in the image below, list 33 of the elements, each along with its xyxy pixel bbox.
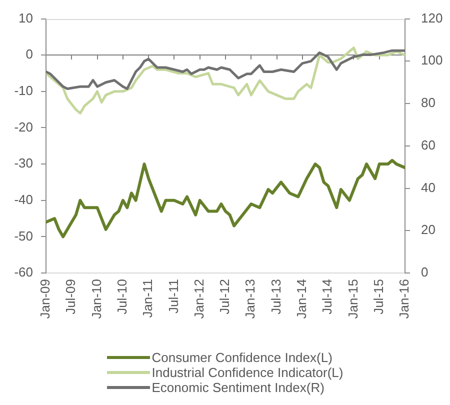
x-tick-label: Jan-11 — [140, 279, 156, 318]
x-tick-label: Jul-15 — [370, 279, 386, 314]
x-tick-label: Jul-09 — [63, 279, 78, 314]
y2-tick-label: 0 — [421, 264, 428, 280]
y2-tick-label: 20 — [421, 222, 436, 238]
y-tick-label: -20 — [14, 119, 33, 134]
y-tick-label: -40 — [14, 192, 33, 207]
y2-tick-label: 120 — [421, 10, 443, 26]
x-tick-label: Jan-14 — [294, 279, 310, 319]
y-tick-label: 10 — [18, 10, 33, 26]
legend-label: Economic Sentiment Index(R) — [152, 380, 324, 395]
y-tick-label: -10 — [14, 83, 33, 98]
y-tick-label: -50 — [14, 228, 33, 244]
x-tick-label: Jan-10 — [88, 279, 104, 319]
x-tick-label: Jul-10 — [114, 279, 130, 314]
x-tick-label: Jan-12 — [191, 279, 206, 319]
x-tick-label: Jul-14 — [320, 279, 335, 314]
x-tick-label: Jul-13 — [268, 279, 284, 314]
x-tick-label: Jul-11 — [166, 279, 181, 314]
x-tick-label: Jan-13 — [242, 279, 258, 319]
y2-tick-label: 100 — [421, 52, 443, 68]
x-tick-label: Jan-16 — [396, 279, 412, 319]
y-tick-label: -30 — [14, 156, 33, 171]
y-tick-label: 0 — [26, 46, 33, 62]
y2-tick-label: 40 — [421, 180, 436, 195]
y-tick-label: -60 — [14, 264, 33, 280]
x-tick-label: Jan-09 — [38, 279, 53, 319]
x-tick-label: Jan-15 — [345, 279, 360, 319]
y2-tick-label: 80 — [421, 95, 436, 110]
legend-label: Consumer Confidence Index(L) — [152, 350, 332, 365]
legend-label: Industrial Confidence Indicator(L) — [152, 365, 344, 380]
x-tick-label: Jul-12 — [217, 279, 232, 314]
y2-tick-label: 60 — [421, 137, 436, 152]
